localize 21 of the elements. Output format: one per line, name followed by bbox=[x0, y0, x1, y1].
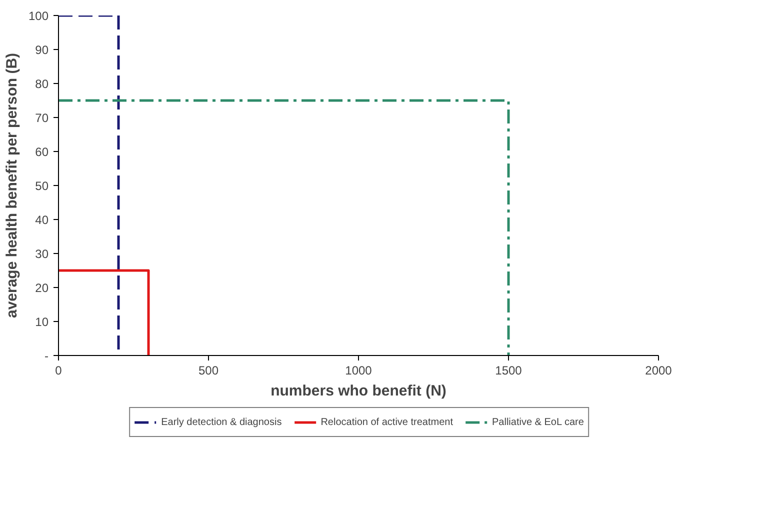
y-tick-label: 20 bbox=[35, 281, 49, 295]
legend-label: Early detection & diagnosis bbox=[161, 416, 282, 428]
y-tick-label: 80 bbox=[35, 77, 49, 91]
legend-label: Relocation of active treatment bbox=[320, 416, 454, 428]
y-tick-label: - bbox=[44, 349, 49, 363]
y-tick-label: 70 bbox=[35, 111, 49, 125]
y-tick-label: 100 bbox=[28, 9, 49, 23]
x-tick-label: 2000 bbox=[645, 364, 672, 378]
x-tick-label: 1000 bbox=[345, 364, 372, 378]
x-tick-label: 500 bbox=[198, 364, 219, 378]
y-tick-label: 50 bbox=[35, 179, 49, 193]
y-tick-label: 40 bbox=[35, 213, 49, 227]
y-axis-title: average health benefit per person (B) bbox=[3, 52, 20, 318]
x-tick-label: 0 bbox=[55, 364, 62, 378]
y-tick-label: 60 bbox=[35, 145, 49, 159]
y-tick-label: 90 bbox=[35, 43, 49, 57]
legend-label: Palliative & EoL care bbox=[492, 416, 584, 428]
x-tick-label: 1500 bbox=[495, 364, 522, 378]
y-tick-label: 30 bbox=[35, 247, 49, 261]
y-tick-label: 10 bbox=[35, 315, 49, 329]
x-axis-title: numbers who benefit (N) bbox=[270, 382, 446, 400]
